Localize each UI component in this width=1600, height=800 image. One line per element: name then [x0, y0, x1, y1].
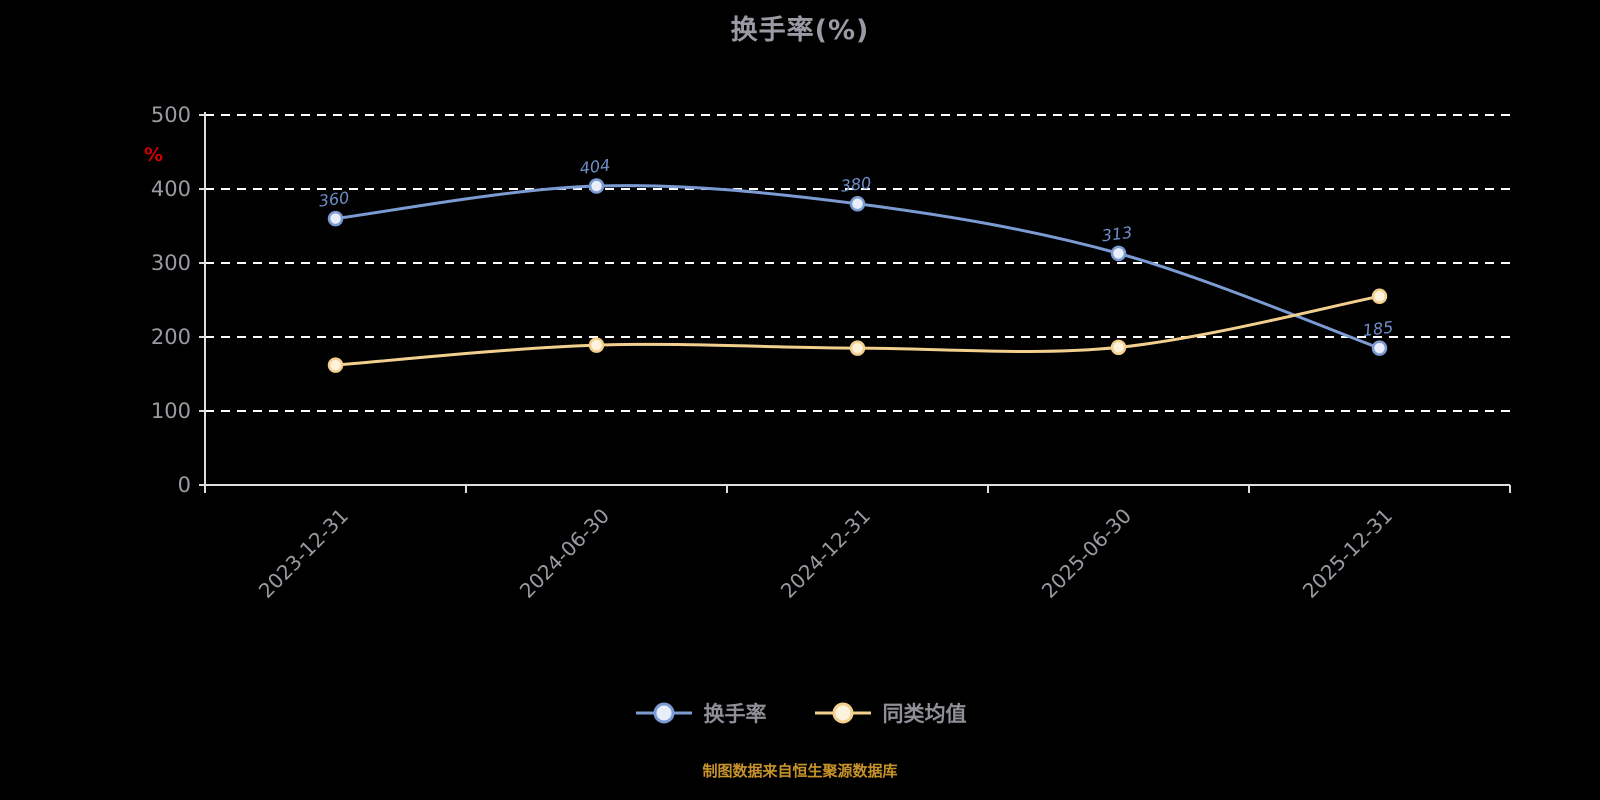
legend-label: 同类均值 [882, 702, 967, 726]
point-label: 313 [1101, 223, 1134, 246]
point-label: 380 [840, 173, 873, 196]
y-axis-unit-label: % [144, 144, 164, 166]
data-point[interactable] [1110, 245, 1127, 262]
data-point[interactable] [1371, 288, 1388, 305]
x-axis-tick-label: 2024-06-30 [515, 504, 614, 603]
data-point[interactable] [1371, 340, 1388, 356]
data-point[interactable] [849, 196, 866, 212]
legend-label: 换手率 [703, 702, 767, 726]
y-axis-tick-label: 0 [178, 473, 191, 497]
y-axis-tick-label: 500 [151, 103, 191, 127]
data-point[interactable] [849, 340, 866, 356]
legend-marker-average-icon [814, 702, 871, 724]
legend-item[interactable]: 换手率 [634, 698, 767, 728]
data-point[interactable] [327, 210, 344, 227]
point-label: 360 [318, 188, 351, 211]
x-axis-tick-label: 2024-12-31 [776, 504, 875, 603]
source-note: 制图数据来自恒生聚源数据库 [702, 762, 898, 780]
legend-item[interactable]: 同类均值 [813, 698, 967, 728]
data-point[interactable] [588, 178, 605, 194]
x-axis-tick-label: 2025-06-30 [1037, 504, 1136, 603]
x-axis-tick-label: 2025-12-31 [1298, 504, 1397, 603]
y-axis-tick-label: 200 [151, 325, 191, 349]
point-label: 404 [579, 155, 612, 178]
data-point[interactable] [1110, 339, 1127, 356]
legend: 换手率 同类均值 [0, 698, 1600, 728]
legend-marker-turnover-icon [635, 702, 692, 724]
point-label: 185 [1362, 317, 1395, 340]
data-point[interactable] [588, 337, 605, 353]
y-axis-tick-label: 100 [151, 399, 191, 423]
x-axis-tick-label: 2023-12-31 [254, 504, 353, 603]
y-axis-tick-label: 400 [151, 177, 191, 201]
chart-title: 换手率(%) [730, 15, 870, 46]
line-chart: 0 100 200 300 400 500 2023-12-31 2024-06-30 2024… [151, 103, 1511, 603]
y-axis-tick-label: 300 [151, 251, 191, 275]
data-point[interactable] [327, 357, 344, 373]
